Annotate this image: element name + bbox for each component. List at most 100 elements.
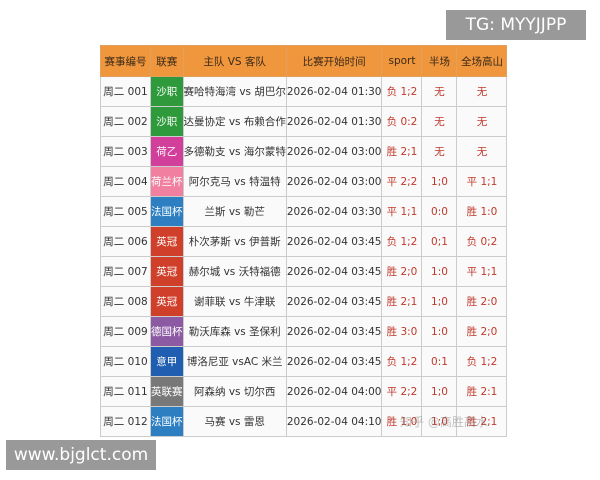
- table-cell: 周二 002: [100, 106, 151, 137]
- league-cell: 英联赛: [150, 376, 184, 407]
- table-cell: 1:0: [421, 256, 458, 287]
- table-row: 周二 010 意甲 博洛尼亚 vsAC 米兰 2026-02-04 03:45 负 1;…: [100, 346, 508, 377]
- table-cell: 周二 007: [100, 256, 151, 287]
- table-cell: 周二 004: [100, 166, 151, 197]
- table-cell: 无: [456, 136, 508, 167]
- table-row: 周二 001 沙职 赛哈特海湾 vs 胡巴尔 2026-02-04 01:30 负 1;…: [100, 76, 508, 107]
- table-cell: 胜 2:0: [456, 286, 508, 317]
- league-cell: 沙职: [150, 106, 184, 137]
- league-cell: 德国杯: [150, 316, 184, 347]
- league-cell: 法国杯: [150, 196, 184, 227]
- table-cell: 胜 2;1: [381, 286, 423, 317]
- table-cell: 周二 006: [100, 226, 151, 257]
- header-cell: 比赛开始时间: [285, 45, 383, 77]
- table-cell: 无: [456, 76, 508, 107]
- table-cell: 平 1;1: [456, 256, 508, 287]
- table-cell: 2026-02-04 01:30: [285, 106, 383, 137]
- table-cell: 无: [456, 106, 508, 137]
- table-row: 周二 003 荷乙 多德勒支 vs 海尔蒙特 2026-02-04 03:00 胜 2;…: [100, 136, 508, 167]
- table-cell: 负 1;2: [381, 346, 423, 377]
- header-cell: sport: [381, 45, 423, 77]
- table-cell: 兰斯 vs 勒芒: [182, 196, 287, 227]
- table-cell: 1;0: [421, 406, 458, 437]
- league-cell: 法国杯: [150, 406, 184, 437]
- table-row: 周二 006 英冠 朴次茅斯 vs 伊普斯 2026-02-04 03:45 负 1;2…: [100, 226, 508, 257]
- table-row: 周二 012 法国杯 马赛 vs 雷恩 2026-02-04 04:10 胜 1;0 1;…: [100, 406, 508, 437]
- header-cell: 联赛: [150, 45, 184, 77]
- header-cell: 半场: [421, 45, 458, 77]
- league-cell: 意甲: [150, 346, 184, 377]
- table-cell: 周二 010: [100, 346, 151, 377]
- table-cell: 周二 003: [100, 136, 151, 167]
- table-cell: 达曼协定 vs 布赖合作: [182, 106, 287, 137]
- table-cell: 胜 2;0: [456, 316, 508, 347]
- table-cell: 2026-02-04 04:00: [285, 376, 383, 407]
- table-cell: 马赛 vs 雷恩: [182, 406, 287, 437]
- table-cell: 2026-02-04 03:00: [285, 136, 383, 167]
- table-cell: 负 0:2: [381, 106, 423, 137]
- table-cell: 博洛尼亚 vsAC 米兰: [182, 346, 287, 377]
- table-body: 周二 001 沙职 赛哈特海湾 vs 胡巴尔 2026-02-04 01:30 负 1;…: [100, 76, 508, 437]
- match-table: 赛事编号 联赛 主队 VS 客队 比赛开始时间 sport 半场 全场高山 周二 001 沙职…: [100, 45, 508, 437]
- table-cell: 周二 005: [100, 196, 151, 227]
- table-cell: 负 1;2: [381, 226, 423, 257]
- table-cell: 2026-02-04 01:30: [285, 76, 383, 107]
- header-row: 赛事编号 联赛 主队 VS 客队 比赛开始时间 sport 半场 全场高山: [100, 45, 508, 77]
- table-cell: 周二 009: [100, 316, 151, 347]
- table-cell: 无: [421, 136, 458, 167]
- table-cell: 1:0: [421, 316, 458, 347]
- table-cell: 胜 3:0: [381, 316, 423, 347]
- header-cell: 主队 VS 客队: [182, 45, 287, 77]
- table-cell: 阿尔克马 vs 特温特: [182, 166, 287, 197]
- table-cell: 0;1: [421, 226, 458, 257]
- table-cell: 2026-02-04 03:45: [285, 346, 383, 377]
- table-cell: 无: [421, 106, 458, 137]
- table-row: 周二 011 英联赛 阿森纳 vs 切尔西 2026-02-04 04:00 平 2;2…: [100, 376, 508, 407]
- table-cell: 1;0: [421, 376, 458, 407]
- league-cell: 英冠: [150, 226, 184, 257]
- table-row: 周二 004 荷兰杯 阿尔克马 vs 特温特 2026-02-04 03:00 平 2;…: [100, 166, 508, 197]
- table-cell: 朴次茅斯 vs 伊普斯: [182, 226, 287, 257]
- table-cell: 2026-02-04 04:10: [285, 406, 383, 437]
- table-cell: 2026-02-04 03:45: [285, 286, 383, 317]
- table-cell: 胜 1:0: [456, 196, 508, 227]
- table-cell: 负 1;2: [381, 76, 423, 107]
- league-cell: 荷乙: [150, 136, 184, 167]
- table-cell: 负 0;2: [456, 226, 508, 257]
- table-cell: 赫尔城 vs 沃特福德: [182, 256, 287, 287]
- table-cell: 阿森纳 vs 切尔西: [182, 376, 287, 407]
- table-cell: 2026-02-04 03:45: [285, 226, 383, 257]
- league-cell: 英冠: [150, 256, 184, 287]
- watermark: 知乎 @高胜高水: [400, 415, 488, 429]
- table-cell: 胜 2;0: [381, 256, 423, 287]
- table-cell: 胜 1;0: [381, 406, 423, 437]
- table-cell: 周二 011: [100, 376, 151, 407]
- header-cell: 赛事编号: [100, 45, 151, 77]
- table-cell: 无: [421, 76, 458, 107]
- header-cell: 全场高山: [456, 45, 508, 77]
- table-cell: 平 2;2: [381, 166, 423, 197]
- league-cell: 沙职: [150, 76, 184, 107]
- table-cell: 周二 008: [100, 286, 151, 317]
- table-cell: 2026-02-04 03:00: [285, 166, 383, 197]
- table-cell: 胜 2;1: [381, 136, 423, 167]
- table-cell: 平 2;2: [381, 376, 423, 407]
- table-cell: 平 1;1: [381, 196, 423, 227]
- table-cell: 0:1: [421, 346, 458, 377]
- table-row: 周二 005 法国杯 兰斯 vs 勒芒 2026-02-04 03:30 平 1;1 0:…: [100, 196, 508, 227]
- table-cell: 周二 001: [100, 76, 151, 107]
- table-row: 周二 007 英冠 赫尔城 vs 沃特福德 2026-02-04 03:45 胜 2;0…: [100, 256, 508, 287]
- table-cell: 赛哈特海湾 vs 胡巴尔: [182, 76, 287, 107]
- table-cell: 1;0: [421, 166, 458, 197]
- table-cell: 胜 2;1: [456, 406, 508, 437]
- table-cell: 2026-02-04 03:45: [285, 316, 383, 347]
- table-cell: 平 1;1: [456, 166, 508, 197]
- table-cell: 多德勒支 vs 海尔蒙特: [182, 136, 287, 167]
- table-cell: 周二 012: [100, 406, 151, 437]
- table-cell: 负 1;2: [456, 346, 508, 377]
- table-row: 周二 008 英冠 谢菲联 vs 牛津联 2026-02-04 03:45 胜 2;1 1…: [100, 286, 508, 317]
- table-cell: 1;0: [421, 286, 458, 317]
- table-cell: 2026-02-04 03:45: [285, 256, 383, 287]
- table-cell: 勒沃库森 vs 圣保利: [182, 316, 287, 347]
